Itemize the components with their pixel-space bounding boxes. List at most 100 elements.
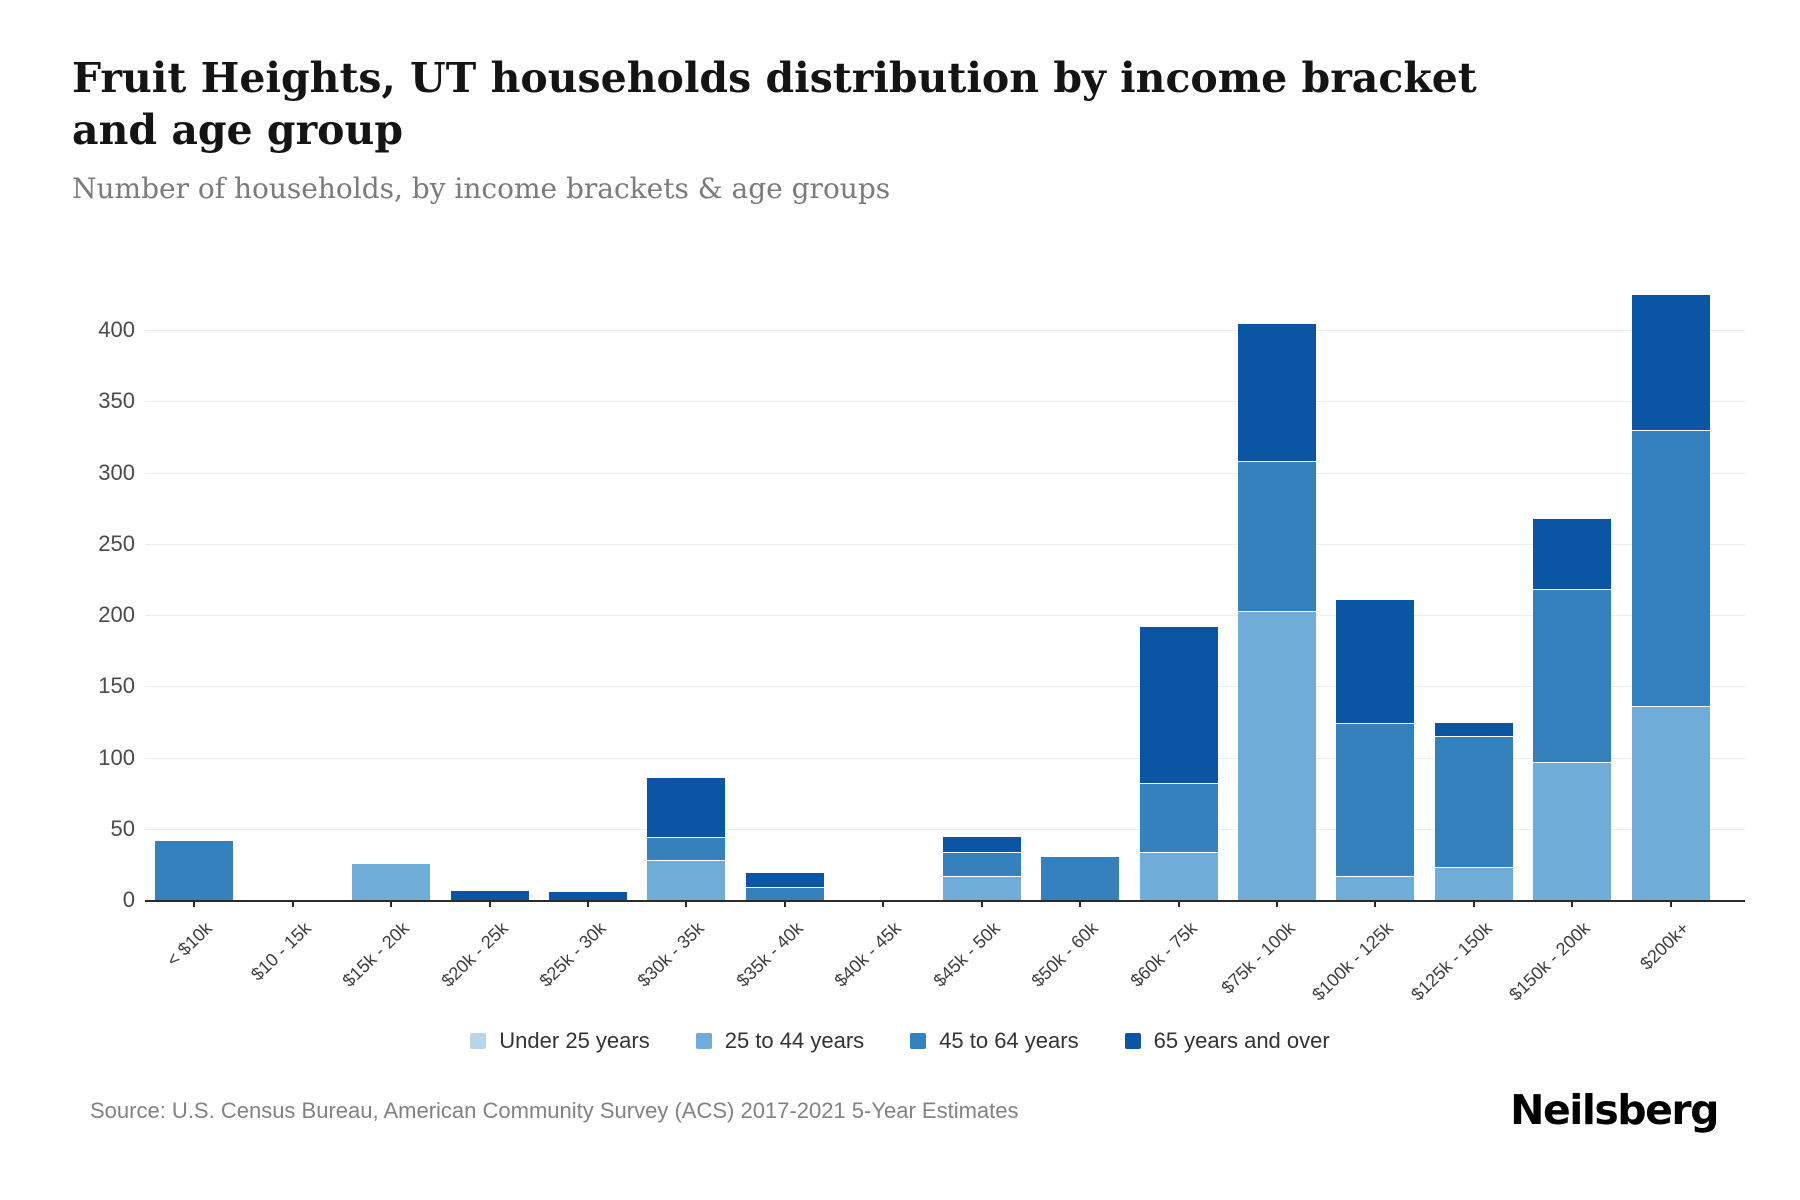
bar-segment-45-to-64-years xyxy=(745,887,824,900)
x-axis-label: $75k - 100k xyxy=(1217,918,1299,998)
x-axis-label: $60k - 75k xyxy=(1126,918,1201,991)
legend-label: 45 to 64 years xyxy=(939,1028,1079,1053)
bar-segment-45-to-64-years xyxy=(1336,723,1415,876)
x-axis-tick xyxy=(882,900,885,907)
legend-item-65-years-and-over[interactable]: 65 years and over xyxy=(1124,1028,1330,1054)
source-text: Source: U.S. Census Bureau, American Com… xyxy=(90,1098,1019,1123)
bar-segment-45-to-64-years xyxy=(942,851,1021,876)
bar-segment-65-years-and-over xyxy=(548,891,627,900)
gridline xyxy=(145,401,1745,403)
legend-item-25-to-44-years[interactable]: 25 to 44 years xyxy=(695,1028,865,1054)
bar-segment-25-to-44-years xyxy=(942,875,1021,900)
legend-swatch xyxy=(910,1033,927,1049)
legend-swatch xyxy=(695,1033,712,1049)
bar-segment-45-to-64-years xyxy=(647,837,726,861)
x-axis-tick xyxy=(1177,900,1180,907)
x-axis-label: $150k - 200k xyxy=(1505,918,1595,1005)
bar-segment-45-to-64-years xyxy=(1533,589,1612,762)
x-axis-label: $15k - 20k xyxy=(338,918,413,991)
chart-subtitle: Number of households, by income brackets… xyxy=(72,172,891,205)
bar-segment-65-years-and-over xyxy=(1533,518,1612,590)
legend-swatch xyxy=(1124,1033,1141,1049)
bar-segment-65-years-and-over xyxy=(1139,626,1218,784)
x-axis-label: $50k - 60k xyxy=(1027,918,1103,991)
bar-segment-45-to-64-years xyxy=(1434,736,1513,868)
y-axis-label: 250 xyxy=(98,530,135,556)
x-axis-tick xyxy=(783,900,786,907)
bar-segment-25-to-44-years xyxy=(1336,875,1415,900)
gridline xyxy=(145,686,1745,688)
brand-logo: Neilsberg xyxy=(1510,1086,1719,1134)
bar-segment-65-years-and-over xyxy=(647,777,726,838)
legend-item-45-to-64-years[interactable]: 45 to 64 years xyxy=(910,1028,1079,1054)
y-axis-label: 300 xyxy=(98,459,135,485)
gridline xyxy=(145,828,1745,830)
legend-swatch xyxy=(470,1033,487,1049)
x-axis-label: $30k - 35k xyxy=(633,918,709,991)
bar-segment-25-to-44-years xyxy=(352,862,431,900)
x-axis-label: $125k - 150k xyxy=(1407,918,1496,1005)
bar-segment-25-to-44-years xyxy=(1139,851,1218,900)
bar-segment-45-to-64-years xyxy=(1631,429,1710,707)
legend-label: 25 to 44 years xyxy=(724,1028,865,1053)
bar-segment-25-to-44-years xyxy=(1631,706,1710,900)
x-axis-tick xyxy=(1472,900,1475,907)
x-axis-label: $25k - 30k xyxy=(535,918,610,991)
y-axis-label: 350 xyxy=(98,388,135,414)
bar-segment-65-years-and-over xyxy=(1631,294,1710,430)
legend-item-under-25-years[interactable]: Under 25 years xyxy=(470,1028,650,1054)
gridline xyxy=(145,543,1745,545)
y-axis-label: 150 xyxy=(98,673,135,699)
gridline xyxy=(145,472,1745,474)
x-axis-tick xyxy=(1571,900,1574,907)
bar-segment-45-to-64-years xyxy=(1238,461,1317,611)
x-axis-tick xyxy=(193,900,196,907)
bar-segment-65-years-and-over xyxy=(1434,721,1513,737)
chart-title: Fruit Heights, UT households distributio… xyxy=(72,54,1477,155)
bar-segment-65-years-and-over xyxy=(745,871,824,888)
x-axis-tick xyxy=(291,900,294,907)
y-axis-label: 400 xyxy=(98,317,135,342)
y-axis-label: 200 xyxy=(98,602,135,627)
gridline xyxy=(145,757,1745,759)
x-axis-label: $10 - 15k xyxy=(246,918,315,985)
x-axis-tick xyxy=(1079,900,1082,907)
legend-label: Under 25 years xyxy=(499,1028,650,1053)
x-axis-label: $20k - 25k xyxy=(437,918,512,991)
bar-segment-25-to-44-years xyxy=(1238,610,1317,900)
x-axis-label: $45k - 50k xyxy=(929,918,1004,991)
x-axis-label: $200k+ xyxy=(1635,918,1693,974)
bar-segment-65-years-and-over xyxy=(450,890,529,900)
x-axis-tick xyxy=(1276,900,1279,907)
x-axis-label: $35k - 40k xyxy=(732,918,807,991)
y-axis-label: 50 xyxy=(110,815,135,841)
x-axis-line xyxy=(145,900,1745,902)
x-axis-tick xyxy=(488,900,491,907)
bar-segment-45-to-64-years xyxy=(1041,855,1120,900)
legend: Under 25 years 25 to 44 years 45 to 64 yea… xyxy=(0,1028,1800,1054)
gridline xyxy=(145,330,1745,331)
bar-segment-45-to-64-years xyxy=(155,840,234,900)
x-axis-tick xyxy=(390,900,393,907)
y-axis-label: 0 xyxy=(122,887,135,912)
bar-segment-25-to-44-years xyxy=(647,860,726,900)
bar-segment-65-years-and-over xyxy=(1238,322,1317,462)
x-axis-tick xyxy=(980,900,983,907)
x-axis-label: $100k - 125k xyxy=(1308,918,1398,1005)
x-axis-label: $40k - 45k xyxy=(830,918,906,991)
x-axis-tick xyxy=(1669,900,1672,907)
x-axis-label: < $10k xyxy=(162,918,217,971)
x-axis-tick xyxy=(1374,900,1377,907)
gridline xyxy=(145,615,1745,616)
bar-segment-25-to-44-years xyxy=(1434,867,1513,900)
bar-segment-65-years-and-over xyxy=(942,835,1021,852)
x-axis-tick xyxy=(685,900,688,907)
bar-segment-25-to-44-years xyxy=(1533,761,1612,900)
y-axis-label: 100 xyxy=(98,744,135,770)
bar-segment-45-to-64-years xyxy=(1139,783,1218,852)
legend-label: 65 years and over xyxy=(1153,1028,1330,1053)
x-axis-tick xyxy=(586,900,589,907)
bar-segment-65-years-and-over xyxy=(1336,599,1415,724)
